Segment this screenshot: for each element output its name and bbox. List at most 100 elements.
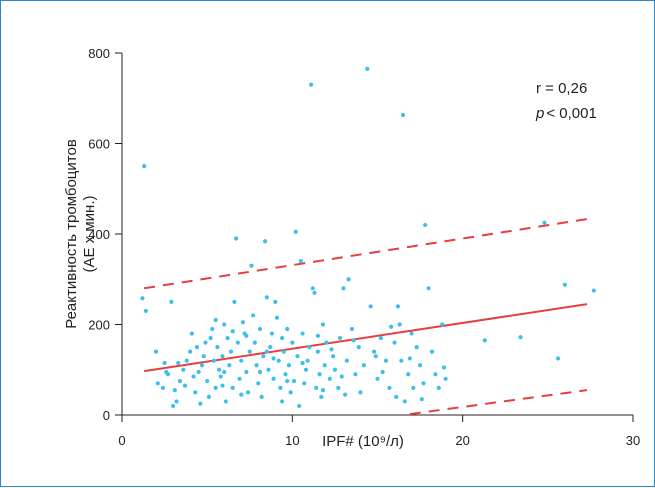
- data-point: [375, 376, 380, 381]
- data-point: [213, 317, 218, 323]
- data-point: [220, 354, 225, 359]
- data-point: [205, 378, 210, 384]
- data-point: [247, 349, 252, 354]
- data-point: [196, 369, 201, 375]
- x-ticks: 0 10 20 30: [118, 415, 640, 448]
- data-point: [397, 322, 402, 327]
- data-point: [368, 304, 373, 309]
- data-point: [257, 369, 263, 375]
- data-point: [155, 381, 160, 386]
- data-point: [407, 356, 412, 361]
- data-point: [312, 290, 317, 295]
- y-tick-label: 600: [88, 137, 110, 152]
- data-point: [264, 295, 269, 300]
- data-point: [208, 335, 213, 341]
- data-point: [411, 385, 416, 390]
- x-axis-title: IPF# (10⁹/л): [322, 433, 404, 450]
- data-point: [295, 354, 300, 359]
- data-point: [143, 308, 148, 314]
- data-point: [230, 329, 235, 334]
- y-tick-label: 400: [88, 227, 110, 242]
- data-point: [266, 367, 271, 372]
- data-point: [414, 345, 419, 350]
- data-point: [232, 299, 237, 304]
- data-point: [181, 367, 186, 372]
- data-point: [332, 367, 338, 372]
- y-axis-title-line-2: (AE x мин.): [81, 196, 98, 273]
- data-point: [206, 394, 211, 399]
- data-point: [351, 338, 356, 343]
- data-point: [419, 397, 424, 402]
- y-tick-label: 200: [88, 318, 110, 333]
- data-point: [211, 358, 217, 363]
- data-point: [337, 335, 343, 341]
- data-point: [271, 376, 276, 381]
- data-point: [417, 363, 423, 368]
- data-point: [343, 392, 348, 397]
- data-point: [380, 369, 385, 375]
- data-point: [249, 263, 254, 268]
- data-point: [239, 392, 244, 397]
- data-point: [421, 381, 426, 386]
- data-point: [276, 358, 281, 363]
- data-point: [341, 286, 346, 291]
- data-point: [317, 372, 322, 377]
- data-point: [371, 349, 377, 354]
- data-point: [433, 372, 438, 377]
- data-point: [198, 401, 203, 406]
- data-point: [176, 360, 181, 366]
- data-point: [273, 299, 278, 304]
- data-point: [331, 354, 336, 359]
- data-point: [169, 299, 174, 304]
- data-point: [216, 367, 222, 372]
- data-point: [327, 376, 332, 381]
- data-point: [307, 345, 312, 350]
- data-point: [256, 381, 261, 386]
- data-point: [303, 367, 309, 372]
- x-tick-label: 10: [285, 433, 299, 448]
- data-point: [441, 365, 447, 370]
- data-point: [320, 322, 326, 327]
- data-point: [223, 399, 229, 404]
- data-point: [235, 340, 240, 345]
- data-point: [280, 399, 285, 404]
- data-point: [324, 340, 329, 345]
- data-point: [254, 363, 259, 368]
- data-point: [251, 313, 256, 318]
- data-point: [329, 347, 334, 352]
- x-tick-label: 30: [626, 433, 640, 448]
- data-point: [244, 369, 249, 375]
- data-point: [298, 259, 303, 264]
- data-point: [281, 349, 286, 354]
- data-point: [399, 358, 404, 363]
- data-point: [406, 372, 411, 377]
- data-point: [315, 333, 320, 338]
- data-point: [239, 358, 244, 363]
- data-point: [402, 399, 407, 404]
- regression-line: [143, 303, 588, 373]
- data-point: [257, 326, 263, 332]
- data-point: [392, 340, 397, 345]
- data-point: [244, 333, 249, 338]
- y-tick-label: 0: [103, 408, 110, 423]
- data-point: [162, 360, 167, 366]
- confidence-upper-line: [143, 218, 588, 290]
- data-point: [346, 277, 351, 282]
- data-point: [153, 349, 159, 354]
- data-point: [269, 331, 274, 336]
- data-point: [234, 236, 239, 241]
- data-point: [389, 324, 394, 329]
- data-point: [293, 229, 298, 234]
- data-point: [227, 363, 232, 368]
- data-point: [562, 282, 567, 287]
- data-point: [142, 164, 147, 169]
- data-point: [199, 363, 205, 368]
- r-annotation: r = 0,26: [536, 80, 587, 97]
- data-point: [423, 222, 428, 228]
- data-point: [387, 385, 392, 390]
- data-point: [172, 388, 177, 393]
- data-point: [319, 394, 324, 399]
- data-point: [322, 363, 327, 368]
